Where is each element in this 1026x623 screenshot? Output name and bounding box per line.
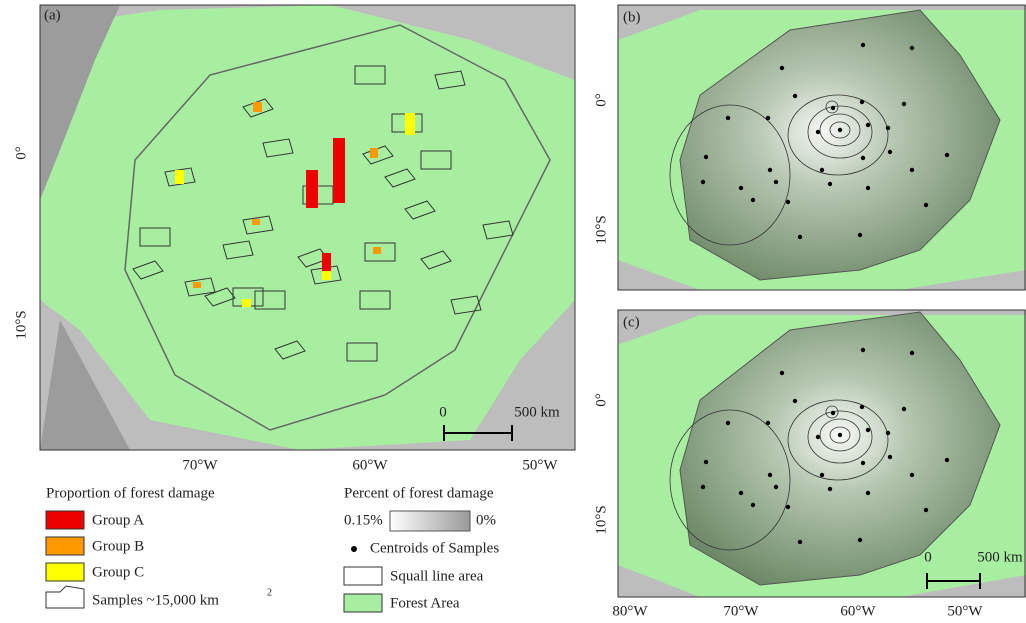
lon-label: 70°W bbox=[723, 603, 759, 619]
centroid bbox=[888, 150, 892, 154]
panel-label: (c) bbox=[623, 314, 640, 330]
lat-label: 0° bbox=[13, 146, 29, 160]
centroid bbox=[793, 94, 797, 98]
centroid bbox=[902, 102, 906, 106]
lat-label: 0° bbox=[593, 93, 609, 107]
centroid bbox=[780, 371, 784, 375]
centroid bbox=[786, 200, 790, 204]
centroid bbox=[701, 180, 705, 184]
figure: (a) 0 500 km (b) 0 500 km (c) 0° 10°S 70… bbox=[0, 0, 1026, 623]
centroid bbox=[768, 473, 772, 477]
gradient-label: 0% bbox=[476, 512, 496, 528]
panel-b: (b) bbox=[618, 5, 1026, 290]
centroid bbox=[828, 182, 832, 186]
centroid bbox=[866, 186, 870, 190]
centroid bbox=[739, 491, 743, 495]
lon-label: 50°W bbox=[947, 603, 983, 619]
centroid bbox=[816, 130, 820, 134]
lat-label: 10°S bbox=[593, 505, 609, 534]
panel-label: (a) bbox=[44, 7, 61, 23]
centroid bbox=[704, 155, 708, 159]
centroid bbox=[816, 435, 820, 439]
legend-item: Group A bbox=[92, 512, 144, 528]
legend-item: Samples ~15,000 km bbox=[92, 592, 219, 608]
centroid bbox=[820, 473, 824, 477]
lat-label: 0° bbox=[593, 393, 609, 407]
centroid bbox=[704, 460, 708, 464]
legend-item: Group C bbox=[92, 564, 144, 580]
centroid bbox=[866, 428, 870, 432]
scale-label: 500 km bbox=[514, 404, 560, 420]
lat-label: 10°S bbox=[13, 310, 29, 339]
centroid bbox=[838, 128, 842, 132]
centroid bbox=[798, 540, 802, 544]
panel-label: (b) bbox=[623, 9, 641, 25]
lon-label: 80°W bbox=[612, 603, 648, 619]
lon-label: 70°W bbox=[182, 457, 218, 473]
centroid bbox=[945, 153, 949, 157]
centroid bbox=[766, 116, 770, 120]
centroid bbox=[828, 487, 832, 491]
panel-c: 0 500 km (c) bbox=[618, 310, 1026, 597]
centroid bbox=[886, 126, 890, 130]
centroid bbox=[768, 168, 772, 172]
centroid bbox=[910, 473, 914, 477]
centroid bbox=[910, 46, 914, 50]
centroid bbox=[866, 491, 870, 495]
centroid bbox=[838, 433, 842, 437]
centroid bbox=[902, 407, 906, 411]
centroid bbox=[861, 156, 865, 160]
centroid bbox=[831, 106, 835, 110]
centroid bbox=[774, 180, 778, 184]
centroid bbox=[858, 233, 862, 237]
centroid bbox=[798, 235, 802, 239]
centroid bbox=[766, 421, 770, 425]
scale-label: 0 bbox=[924, 549, 932, 565]
scale-label: 500 km bbox=[977, 549, 1023, 565]
centroid bbox=[786, 505, 790, 509]
legend-item: Centroids of Samples bbox=[370, 540, 499, 556]
centroid bbox=[774, 485, 778, 489]
legend-item: Squall line area bbox=[390, 568, 484, 584]
centroid bbox=[860, 405, 864, 409]
lon-label: 60°W bbox=[840, 603, 876, 619]
centroid bbox=[751, 503, 755, 507]
scale-label: 0 bbox=[439, 404, 447, 420]
centroid bbox=[886, 431, 890, 435]
centroid bbox=[866, 123, 870, 127]
centroid bbox=[945, 458, 949, 462]
legend-item: Forest Area bbox=[390, 595, 460, 611]
centroid bbox=[910, 168, 914, 172]
legend-title: Percent of forest damage bbox=[344, 485, 494, 501]
centroid bbox=[888, 455, 892, 459]
superscript: 2 bbox=[267, 587, 272, 598]
legend-title: Proportion of forest damage bbox=[46, 485, 215, 501]
centroid bbox=[726, 116, 730, 120]
centroid bbox=[793, 399, 797, 403]
centroid bbox=[858, 538, 862, 542]
gradient-label: 0.15% bbox=[344, 512, 383, 528]
lon-label: 60°W bbox=[352, 457, 388, 473]
centroid bbox=[726, 421, 730, 425]
centroid bbox=[924, 508, 928, 512]
lat-label: 10°S bbox=[593, 215, 609, 244]
lon-label: 50°W bbox=[522, 457, 558, 473]
panel-a: (a) 0 500 km bbox=[40, 5, 575, 450]
centroid bbox=[861, 348, 865, 352]
centroid bbox=[924, 203, 928, 207]
centroid bbox=[831, 411, 835, 415]
centroid bbox=[861, 461, 865, 465]
centroid bbox=[739, 186, 743, 190]
centroid bbox=[751, 198, 755, 202]
legend-item: Group B bbox=[92, 538, 144, 554]
centroid bbox=[701, 485, 705, 489]
centroid bbox=[910, 351, 914, 355]
centroid bbox=[860, 100, 864, 104]
centroid bbox=[780, 66, 784, 70]
centroid bbox=[861, 43, 865, 47]
centroid bbox=[820, 168, 824, 172]
